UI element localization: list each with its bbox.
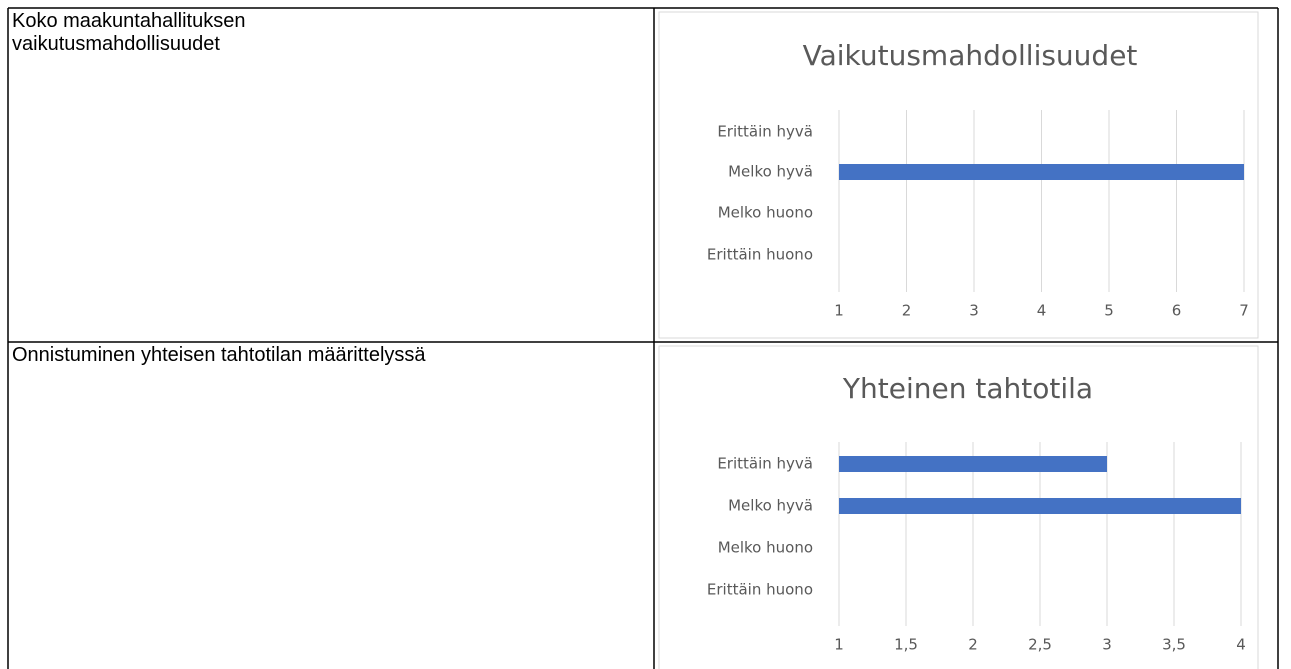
- x-tick-label: 5: [1104, 302, 1114, 320]
- bar: [839, 164, 1244, 180]
- x-tick-label: 6: [1172, 302, 1182, 320]
- y-tick-label: Melko huono: [718, 204, 813, 222]
- row-label: Onnistuminen yhteisen tahtotilan määritt…: [12, 344, 426, 366]
- chart-title: Vaikutusmahdollisuudet: [803, 39, 1138, 72]
- x-tick-label: 1,5: [894, 636, 918, 654]
- row-label: Koko maakuntahallituksen vaikutusmahdoll…: [12, 10, 246, 55]
- x-tick-label: 3: [1102, 636, 1112, 654]
- x-tick-label: 4: [1037, 302, 1047, 320]
- x-tick-label: 4: [1236, 636, 1246, 654]
- x-tick-label: 1: [834, 636, 844, 654]
- y-tick-label: Erittäin huono: [707, 246, 813, 264]
- bar: [839, 456, 1107, 472]
- x-tick-label: 2: [968, 636, 978, 654]
- y-tick-label: Melko hyvä: [728, 497, 813, 515]
- x-tick-label: 3: [969, 302, 979, 320]
- x-tick-label: 2,5: [1028, 636, 1052, 654]
- table-borders: [7, 7, 1279, 669]
- y-tick-label: Erittäin hyvä: [717, 455, 813, 473]
- y-tick-label: Erittäin hyvä: [717, 123, 813, 141]
- x-tick-label: 1: [834, 302, 844, 320]
- x-tick-label: 3,5: [1162, 636, 1186, 654]
- chart-title: Yhteinen tahtotila: [842, 372, 1093, 405]
- y-tick-label: Erittäin huono: [707, 581, 813, 599]
- bar: [839, 498, 1241, 514]
- x-tick-label: 2: [902, 302, 912, 320]
- y-tick-label: Melko hyvä: [728, 163, 813, 181]
- x-tick-label: 7: [1239, 302, 1249, 320]
- y-tick-label: Melko huono: [718, 539, 813, 557]
